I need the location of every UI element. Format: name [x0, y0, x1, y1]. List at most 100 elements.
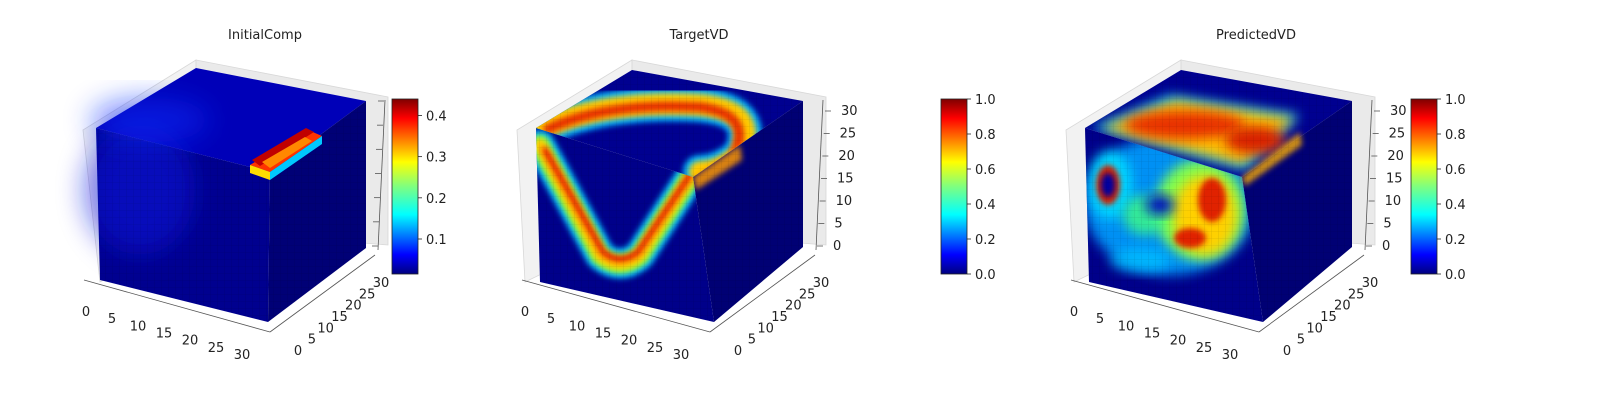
colorbar	[940, 98, 968, 275]
x-tick-label: 10	[569, 319, 586, 334]
y-tick-label: 20	[345, 299, 362, 314]
colorbar-tick-label: 0.1	[426, 233, 447, 248]
y-tick-label: 5	[748, 333, 756, 348]
z-tick-marks	[372, 100, 384, 247]
z-tick-label: 30	[1390, 104, 1407, 119]
cube-top-grid	[1085, 70, 1352, 177]
z-tick-label: 0	[1382, 239, 1390, 254]
z-tick-label: 5	[1383, 217, 1391, 232]
x-tick-label: 15	[595, 327, 612, 342]
x-tick-labels: 0 5 10 15 20 25 30	[82, 305, 250, 363]
z-tick-label: 15	[1386, 172, 1403, 187]
cube-front-grid	[1085, 128, 1263, 322]
y-tick-label: 30	[1362, 276, 1379, 291]
x-tick-label: 30	[673, 348, 690, 363]
cube-front-grid	[96, 128, 270, 322]
colorbar-tick-label: 0.0	[975, 268, 996, 283]
colorbar	[391, 98, 419, 275]
colorbar-ticks: 0.0 0.2 0.4 0.6 0.8 1.0	[1437, 93, 1466, 283]
z-tick-label: 5	[834, 217, 842, 232]
y-tick-label: 25	[799, 287, 816, 302]
z-tick-label: 25	[1389, 127, 1406, 142]
z-tick-label: 20	[1387, 149, 1404, 164]
x-tick-label: 5	[547, 312, 555, 327]
z-tick-label: 0	[833, 239, 841, 254]
cube-top-grid	[536, 70, 803, 177]
colorbar-ticks: 0.0 0.2 0.4 0.6 0.8 1.0	[967, 93, 996, 283]
colorbar-tick-label: 0.4	[1445, 198, 1466, 213]
x-tick-label: 20	[621, 334, 638, 349]
z-tick-labels: 0 5 10 15 20 25 30	[817, 104, 858, 254]
colorbar-tick-label: 1.0	[1445, 93, 1466, 108]
y-axis-line	[709, 254, 816, 333]
z-axis-line	[377, 99, 386, 251]
cube-right-grid	[1242, 101, 1352, 322]
colorbar-ticks: 0.1 0.2 0.3 0.4	[418, 109, 447, 248]
colorbar-tick-label: 0.6	[1445, 163, 1466, 178]
colorbar-tick-label: 0.2	[975, 233, 996, 248]
chart-title: InitialComp	[228, 28, 302, 43]
x-tick-label: 20	[182, 334, 199, 349]
z-axis-line	[815, 99, 824, 251]
x-tick-label: 5	[1096, 312, 1104, 327]
z-axis-line	[1364, 99, 1373, 251]
y-tick-label: 15	[771, 310, 788, 325]
y-tick-label: 5	[308, 333, 316, 348]
y-tick-label: 10	[1306, 321, 1323, 336]
cube-front-grid	[536, 128, 714, 322]
x-tick-label: 0	[1070, 305, 1078, 320]
x-axis-line	[83, 279, 271, 333]
x-tick-label: 15	[1144, 327, 1161, 342]
y-tick-label: 10	[757, 321, 774, 336]
x-tick-label: 25	[647, 341, 664, 356]
x-tick-label: 0	[82, 305, 90, 320]
y-tick-label: 0	[294, 344, 302, 359]
colorbar-tick-label: 0.4	[426, 109, 447, 124]
y-tick-label: 0	[734, 344, 742, 359]
colorbar-tick-label: 0.2	[1445, 233, 1466, 248]
x-tick-labels: 0 5 10 15 20 25 30	[521, 305, 689, 363]
colorbar-tick-label: 1.0	[975, 93, 996, 108]
z-tick-label: 10	[1385, 194, 1402, 209]
y-tick-label: 20	[1334, 299, 1351, 314]
y-tick-label: 15	[331, 310, 348, 325]
colorbar-tick-label: 0.8	[1445, 128, 1466, 143]
y-tick-label: 0	[1283, 344, 1291, 359]
y-tick-label: 25	[359, 287, 376, 302]
cube-right-grid	[693, 101, 803, 322]
y-tick-label: 30	[813, 276, 830, 291]
y-axis-line	[1258, 254, 1365, 333]
colorbar-tick-label: 0.6	[975, 163, 996, 178]
colorbar	[1410, 98, 1438, 275]
y-tick-label: 5	[1297, 333, 1305, 348]
chart-title: PredictedVD	[1216, 28, 1296, 43]
y-tick-label: 10	[317, 321, 334, 336]
colorbar-tick-label: 0.2	[426, 192, 447, 207]
x-axis-line	[521, 279, 711, 333]
x-tick-label: 25	[1196, 341, 1213, 356]
colorbar-tick-label: 0.4	[975, 198, 996, 213]
x-tick-label: 25	[208, 341, 225, 356]
x-tick-label: 10	[130, 319, 147, 334]
chart-title: TargetVD	[668, 28, 728, 43]
y-tick-label: 30	[373, 276, 390, 291]
x-tick-label: 0	[521, 305, 529, 320]
z-tick-labels: 0 5 10 15 20 25 30	[1366, 104, 1407, 254]
feature-hotspot-bar	[250, 128, 322, 180]
z-tick-label: 10	[836, 194, 853, 209]
z-tick-label: 30	[841, 104, 858, 119]
y-tick-label: 15	[1320, 310, 1337, 325]
x-tick-label: 30	[1222, 348, 1239, 363]
chart-predictedvd: PredictedVD	[1065, 28, 1466, 363]
x-tick-labels: 0 5 10 15 20 25 30	[1070, 305, 1238, 363]
y-tick-label: 20	[785, 299, 802, 314]
z-tick-label: 15	[837, 172, 854, 187]
colorbar-tick-label: 0.8	[975, 128, 996, 143]
colorbar-tick-label: 0.0	[1445, 268, 1466, 283]
